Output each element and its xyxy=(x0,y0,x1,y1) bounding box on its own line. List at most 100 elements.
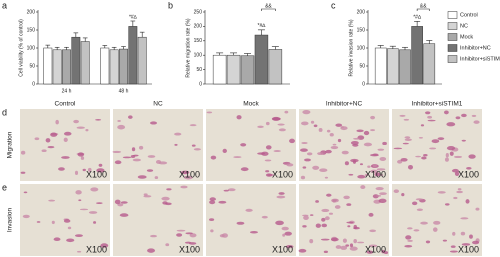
legend-label: Control xyxy=(460,12,478,18)
cell xyxy=(457,188,462,191)
cell xyxy=(282,233,286,237)
cell xyxy=(368,244,378,248)
cell xyxy=(321,217,326,222)
cell xyxy=(370,115,376,120)
cell xyxy=(357,174,366,179)
cell xyxy=(326,193,332,197)
magnification-label: X100 xyxy=(86,169,107,179)
cell xyxy=(427,115,433,119)
cell xyxy=(302,214,309,217)
cell xyxy=(138,145,144,150)
column-header: Mock xyxy=(243,101,259,108)
cell xyxy=(245,208,253,212)
cell xyxy=(189,124,197,127)
cell xyxy=(302,110,311,115)
y-tick-label: 100 xyxy=(357,45,366,51)
cell xyxy=(100,243,109,248)
cell xyxy=(309,239,314,244)
cell xyxy=(328,212,333,215)
cell xyxy=(350,140,359,145)
cell xyxy=(87,167,92,172)
x-tick-label: 48 h xyxy=(119,88,129,94)
column-header: Inhibitor+NC xyxy=(326,101,363,108)
cell xyxy=(174,132,182,136)
bar xyxy=(268,49,283,85)
micrograph: X100 xyxy=(20,184,110,256)
cell xyxy=(306,152,313,156)
bar xyxy=(423,43,436,85)
panel-label: d xyxy=(2,107,7,117)
y-axis-label: Relative invasion rate (%) xyxy=(348,19,354,76)
cell xyxy=(285,245,294,249)
cell xyxy=(323,250,328,254)
cell xyxy=(400,157,408,162)
y-tick-label: 50 xyxy=(359,63,365,69)
cell xyxy=(114,160,122,165)
cell xyxy=(437,137,445,141)
y-tick-label: 50 xyxy=(196,67,202,73)
cell xyxy=(257,152,266,155)
cell xyxy=(347,225,351,228)
image-background xyxy=(20,109,110,181)
cell xyxy=(369,229,376,233)
cell xyxy=(166,188,172,191)
cell xyxy=(346,221,354,224)
cell xyxy=(420,221,428,225)
bar xyxy=(62,49,71,85)
cell xyxy=(329,132,334,137)
column-header: NC xyxy=(153,101,163,108)
cell xyxy=(223,189,229,192)
cell xyxy=(161,196,170,201)
cell xyxy=(335,245,342,249)
cell xyxy=(404,245,413,248)
cell xyxy=(352,159,357,164)
micrograph: X100 xyxy=(392,184,482,256)
cell xyxy=(112,150,122,154)
cell xyxy=(278,192,285,195)
cell xyxy=(96,168,105,173)
cell xyxy=(456,190,463,194)
micrograph: X100 xyxy=(299,109,389,181)
bar xyxy=(52,49,62,85)
y-tick-label: 100 xyxy=(27,45,36,51)
cell xyxy=(403,118,410,121)
cell xyxy=(404,136,411,139)
cell xyxy=(370,169,378,173)
cell xyxy=(119,213,129,217)
comparison-label: && xyxy=(265,3,272,9)
cell xyxy=(344,161,349,166)
cell xyxy=(227,188,236,192)
cell xyxy=(165,243,170,247)
cell xyxy=(340,245,348,250)
cell xyxy=(218,200,227,204)
cell xyxy=(210,155,217,160)
cell xyxy=(88,211,98,214)
cell xyxy=(377,148,385,151)
cell xyxy=(143,193,148,196)
cell xyxy=(363,130,370,136)
cell xyxy=(48,199,56,202)
cell xyxy=(77,250,82,253)
micrograph: X100 xyxy=(298,184,389,256)
cell xyxy=(472,240,480,245)
cell xyxy=(233,156,242,159)
cell xyxy=(330,237,339,242)
y-tick-label: 100 xyxy=(194,53,203,59)
cell xyxy=(356,129,364,133)
cell xyxy=(41,149,47,153)
cell xyxy=(210,229,214,233)
cell xyxy=(302,166,307,169)
row-label: Migration xyxy=(7,131,14,158)
cell xyxy=(374,172,381,177)
cell xyxy=(407,239,413,242)
cell xyxy=(452,231,456,236)
cell xyxy=(343,195,350,200)
cell xyxy=(401,192,405,197)
cell xyxy=(150,121,158,125)
cell xyxy=(95,119,102,121)
cell xyxy=(460,217,469,220)
cell xyxy=(180,185,188,189)
bar xyxy=(119,48,128,85)
cell xyxy=(137,175,147,179)
